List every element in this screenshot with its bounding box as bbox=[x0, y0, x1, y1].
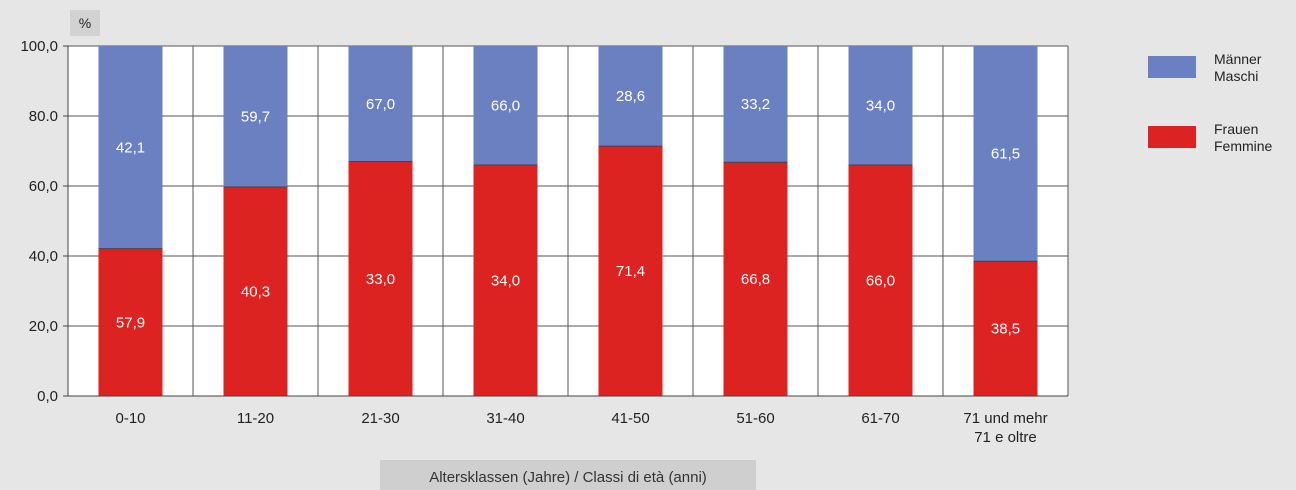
value-label-maenner: 67,0 bbox=[366, 96, 395, 113]
x-tick-label: 11-20 bbox=[237, 410, 274, 427]
legend-swatch bbox=[1148, 56, 1196, 78]
value-label-maenner: 28,6 bbox=[616, 88, 645, 105]
bar-maenner bbox=[723, 46, 788, 163]
y-tick-label: 60,0 bbox=[29, 178, 58, 195]
x-tick-label: 41-50 bbox=[611, 410, 649, 427]
bar-maenner bbox=[848, 46, 913, 165]
value-label-frauen: 40,3 bbox=[241, 284, 270, 301]
bar-frauen bbox=[598, 146, 663, 396]
value-label-maenner: 59,7 bbox=[241, 109, 270, 126]
bar-frauen bbox=[723, 162, 788, 396]
x-axis-label: Altersklassen (Jahre) / Classi di età (a… bbox=[429, 469, 707, 486]
value-label-frauen: 38,5 bbox=[991, 321, 1020, 338]
value-label-frauen: 71,4 bbox=[616, 263, 645, 280]
value-label-maenner: 34,0 bbox=[866, 98, 895, 115]
bar-frauen bbox=[223, 187, 288, 396]
value-label-frauen: 33,0 bbox=[366, 271, 395, 288]
y-tick-label: 100,0 bbox=[20, 38, 58, 55]
bar-frauen bbox=[848, 165, 913, 396]
legend-swatch bbox=[1148, 126, 1196, 148]
value-label-frauen: 34,0 bbox=[491, 273, 520, 290]
bar-maenner bbox=[473, 46, 538, 165]
bar-maenner bbox=[348, 46, 413, 162]
value-label-frauen: 57,9 bbox=[116, 314, 145, 331]
legend-label: Femmine bbox=[1214, 138, 1273, 154]
x-tick-label: 21-30 bbox=[361, 410, 399, 427]
value-label-maenner: 42,1 bbox=[116, 139, 145, 156]
x-tick-label: 71 und mehr bbox=[963, 410, 1047, 427]
legend-label: Frauen bbox=[1214, 121, 1258, 137]
y-tick-label: 40,0 bbox=[29, 248, 58, 265]
bar-frauen bbox=[98, 248, 163, 396]
unit-label: % bbox=[79, 15, 91, 31]
x-axis: 0-10 11-20 21-30 31-40 41-50 51-60 61-70 71 und… bbox=[68, 395, 1068, 446]
x-tick-label: 31-40 bbox=[486, 410, 524, 427]
y-tick-label: 0,0 bbox=[37, 388, 58, 405]
value-label-maenner: 33,2 bbox=[741, 96, 770, 113]
value-label-maenner: 66,0 bbox=[491, 98, 520, 115]
x-tick-label: 0-10 bbox=[115, 410, 145, 427]
bar-maenner bbox=[973, 46, 1038, 262]
bar-maenner bbox=[98, 46, 163, 249]
legend-label: Maschi bbox=[1214, 68, 1258, 84]
y-tick-label: 80.0 bbox=[29, 108, 58, 125]
bar-maenner bbox=[598, 46, 663, 147]
x-axis-label-box bbox=[380, 460, 756, 490]
y-tick-label: 20,0 bbox=[29, 318, 58, 335]
legend-label: Männer bbox=[1214, 51, 1262, 67]
bar-maenner bbox=[223, 46, 288, 188]
value-label-frauen: 66,0 bbox=[866, 273, 895, 290]
bar-frauen bbox=[473, 165, 538, 396]
bar-frauen bbox=[973, 261, 1038, 396]
x-tick-label: 51-60 bbox=[736, 410, 774, 427]
bars: 57,9 42,1 40,3 59,7 33,0 67,0 34,0 66,0 71,4 28,6… bbox=[98, 46, 1038, 396]
x-tick-label: 71 e oltre bbox=[974, 429, 1037, 446]
y-axis: 0,0 20,0 40,0 60,0 80.0 100,0 bbox=[20, 38, 69, 405]
unit-label-box bbox=[70, 10, 100, 36]
value-label-frauen: 66,8 bbox=[741, 271, 770, 288]
bar-frauen bbox=[348, 161, 413, 396]
value-label-maenner: 61,5 bbox=[991, 146, 1020, 163]
x-tick-label: 61-70 bbox=[861, 410, 899, 427]
